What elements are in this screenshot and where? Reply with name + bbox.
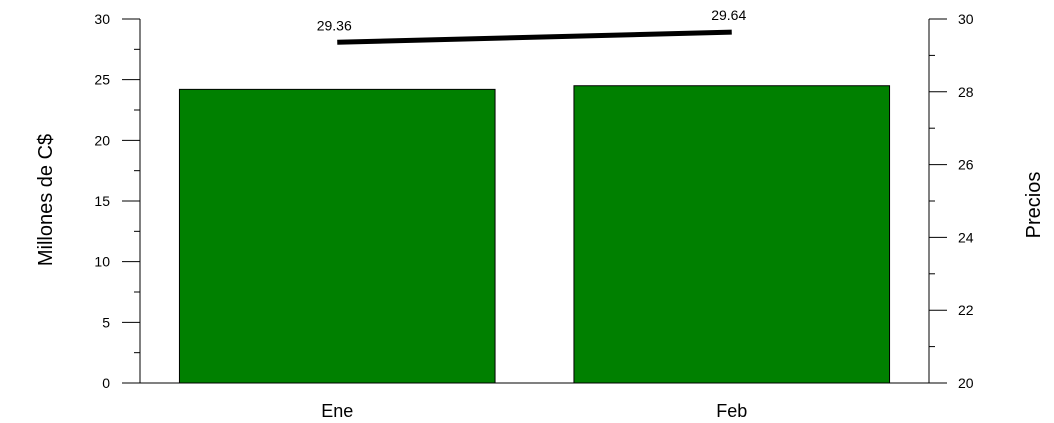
y2-tick-label: 26 [958,157,974,173]
y2-tick-label: 24 [958,229,974,245]
y2-tick-label: 22 [958,302,974,318]
y-tick-label: 5 [102,314,110,330]
x-tick-label: Ene [321,401,353,421]
y-tick-label: 30 [94,11,110,27]
y-axis-title: Millones de C$ [35,134,57,266]
y2-tick-label: 30 [958,11,974,27]
y2-axis-title: Precios [1023,172,1045,239]
x-tick-label: Feb [716,401,747,421]
y2-tick-label: 20 [958,375,974,391]
right-axis: 20 22 24 26 28 30 [928,11,974,391]
y-tick-label: 10 [94,254,110,270]
y-tick-label: 0 [102,375,110,391]
price-line [337,29,732,45]
bar-ene [178,88,496,384]
data-label: 29.64 [711,7,746,23]
y-tick-label: 15 [94,193,110,209]
category-labels: Ene Feb [321,401,747,421]
y-tick-label: 20 [94,132,110,148]
bar-feb [573,85,891,384]
data-label: 29.36 [317,17,352,33]
bar-series [178,85,891,384]
y-tick-label: 25 [94,72,110,88]
line-series: 29.36 29.64 [317,7,746,45]
y2-tick-label: 28 [958,84,974,100]
